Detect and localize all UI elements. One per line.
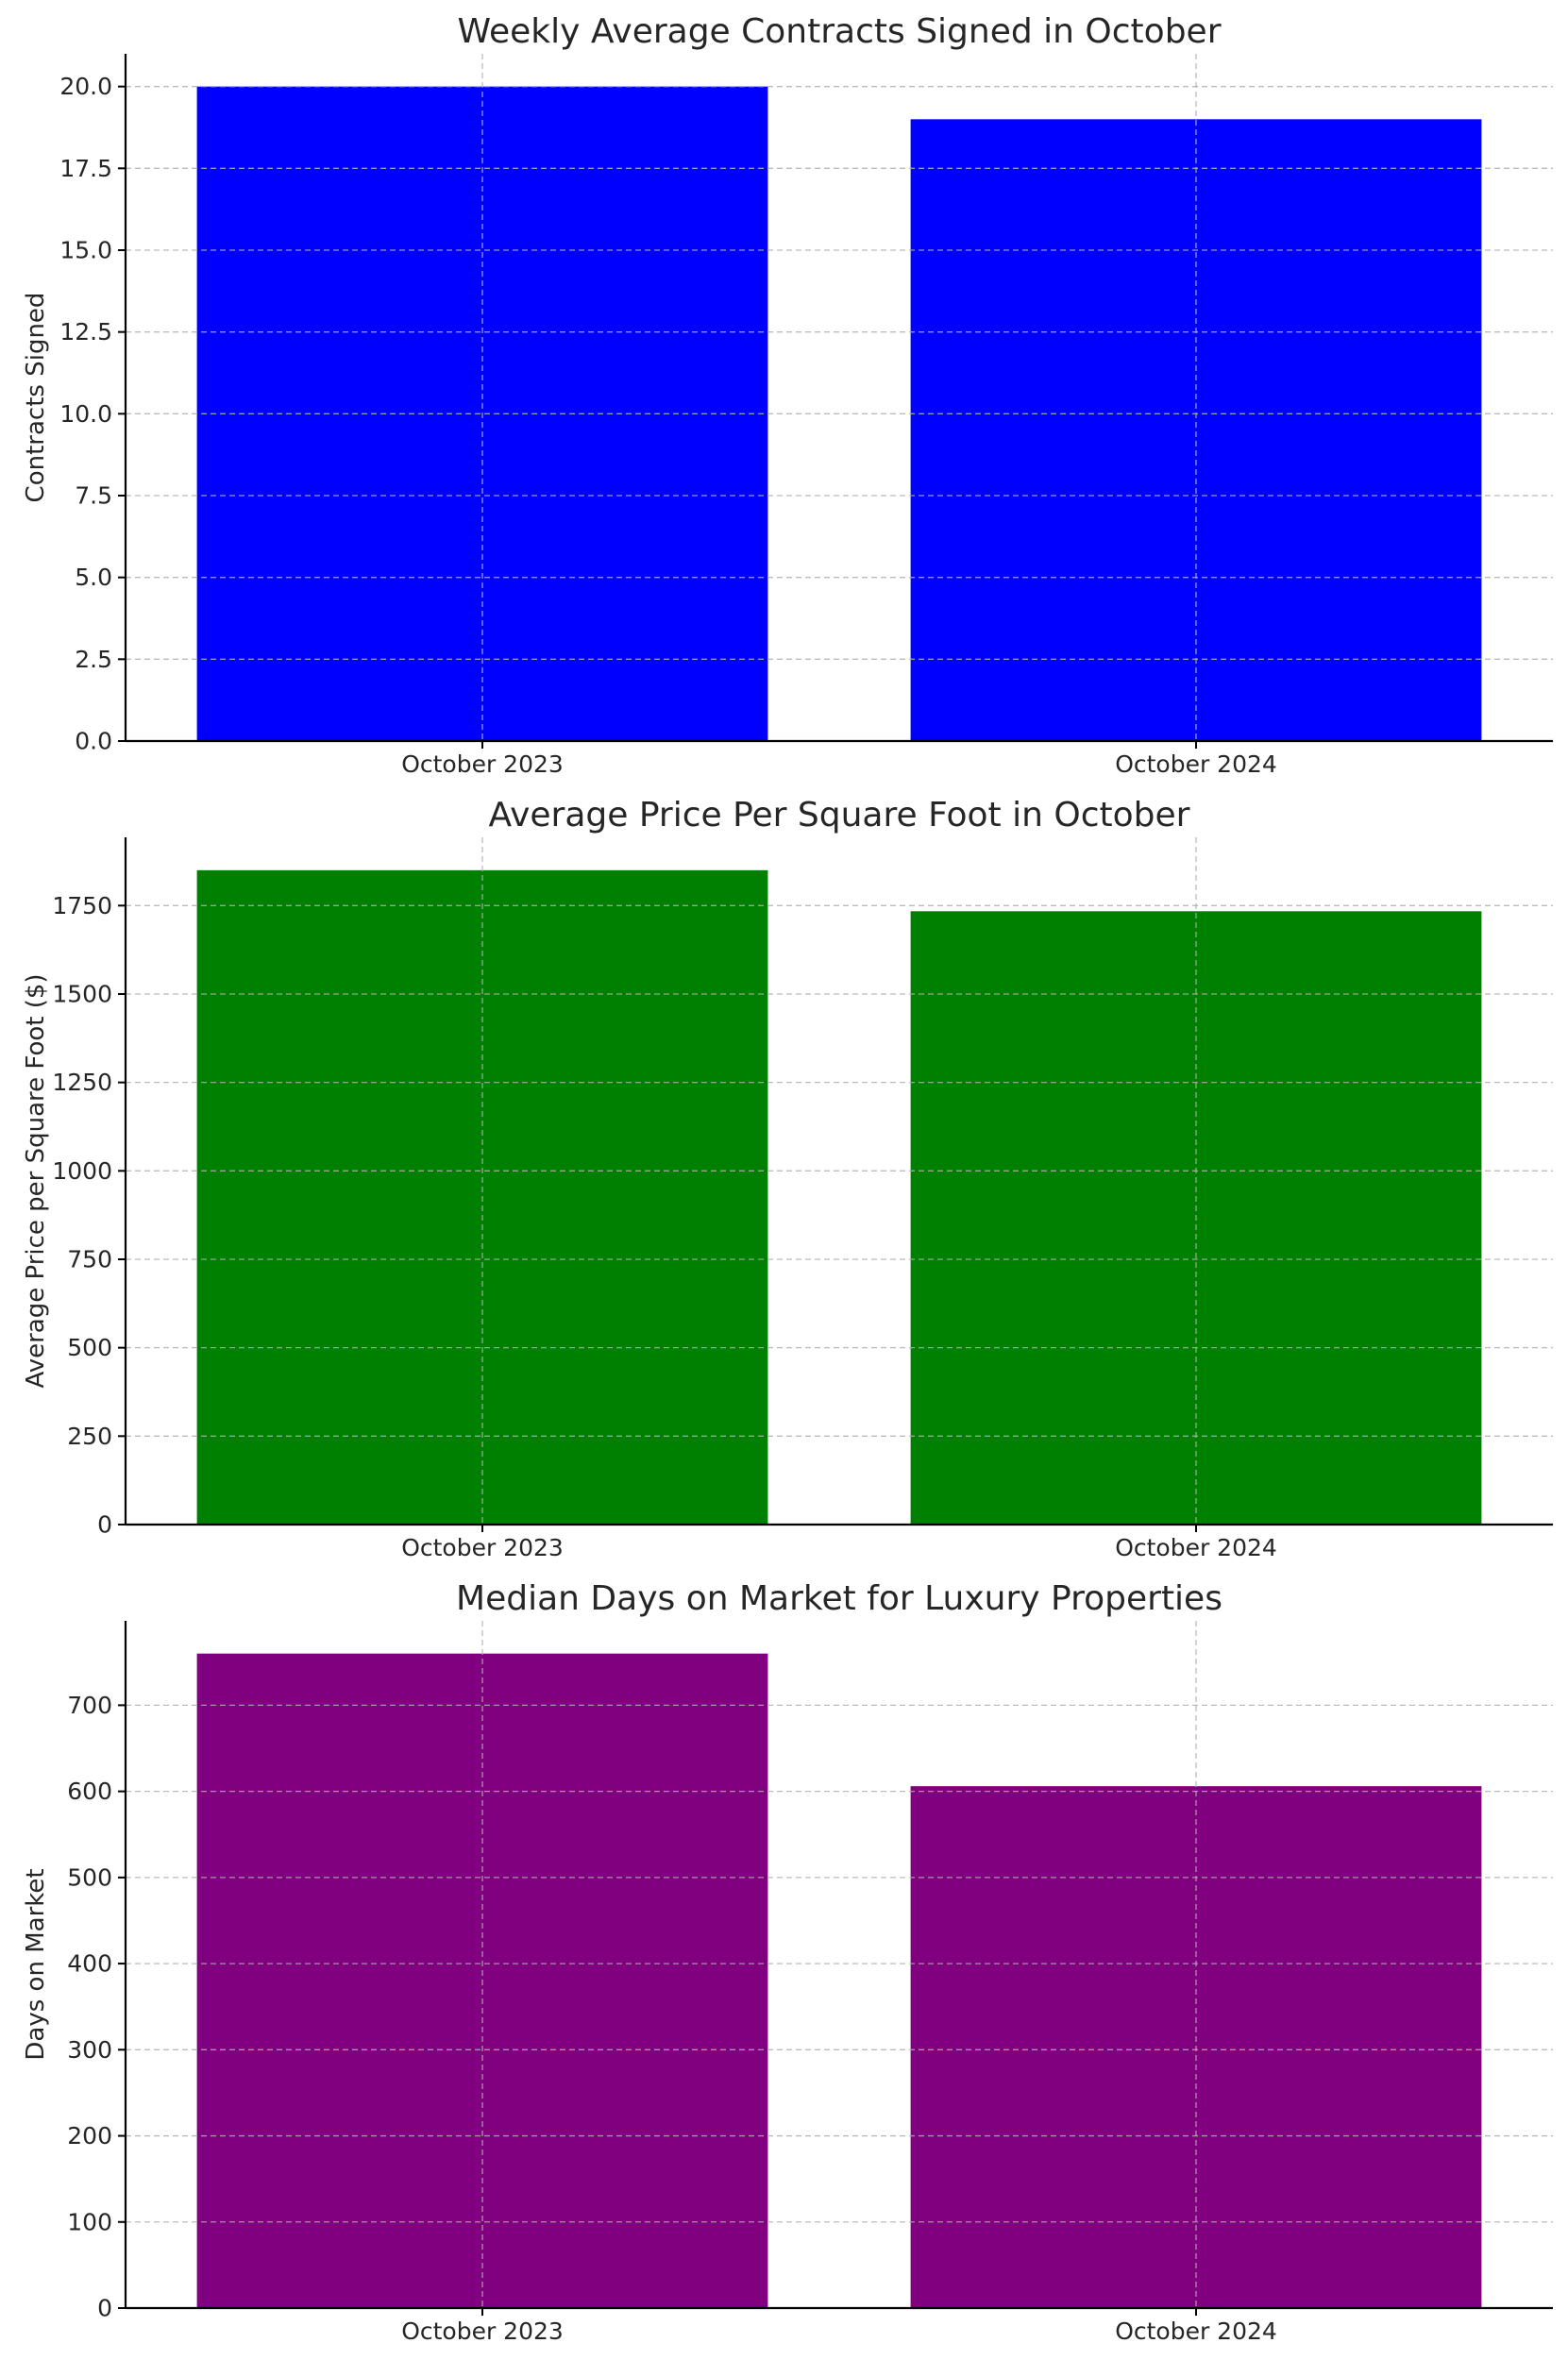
y-tick-label: 2.5 — [75, 646, 112, 673]
y-axis-label: Average Price per Square Foot ($) — [22, 973, 50, 1388]
y-tick-label: 400 — [67, 1950, 112, 1978]
x-tick-label: October 2024 — [1115, 750, 1277, 778]
y-axis-label: Days on Market — [22, 1868, 50, 2060]
y-tick-label: 1750 — [52, 892, 112, 919]
y-tick-label: 250 — [67, 1423, 112, 1450]
y-axis-label: Contracts Signed — [22, 293, 50, 503]
y-tick-label: 600 — [67, 1778, 112, 1805]
y-tick-label: 20.0 — [59, 73, 112, 100]
y-tick-label: 1500 — [52, 980, 112, 1007]
y-tick-label: 5.0 — [75, 564, 112, 591]
bar-october-2024 — [910, 119, 1482, 742]
x-tick-label: October 2024 — [1115, 2318, 1277, 2345]
y-tick-label: 100 — [67, 2208, 112, 2235]
y-tick-label: 1250 — [52, 1069, 112, 1096]
y-tick-label: 0 — [97, 2295, 112, 2322]
y-tick-label: 0.0 — [75, 728, 112, 755]
chart-1: 0.0 2.5 5.0 7.5 10.0 12.5 15.0 17.5 20.0 October … — [22, 12, 1553, 778]
x-tick-label: October 2023 — [401, 1534, 564, 1561]
chart-3: 0 100 200 300 400 500 600 700 October 2023 Octobe… — [22, 1579, 1553, 2345]
chart-title: Average Price Per Square Foot in October — [489, 796, 1190, 834]
y-tick-label: 200 — [67, 2122, 112, 2149]
chart-2: 0 250 500 750 1000 1250 1500 1750 October 2023 Oc… — [22, 796, 1553, 1561]
y-tick-label: 12.5 — [59, 318, 112, 346]
y-tick-label: 0 — [97, 1511, 112, 1539]
y-tick-label: 17.5 — [59, 155, 112, 182]
chart-title: Weekly Average Contracts Signed in Octob… — [457, 12, 1221, 51]
y-tick-label: 500 — [67, 1863, 112, 1891]
y-tick-label: 700 — [67, 1692, 112, 1719]
y-tick-label: 10.0 — [59, 400, 112, 428]
x-tick-label: October 2024 — [1115, 1534, 1277, 1561]
y-tick-label: 7.5 — [75, 482, 112, 510]
y-tick-label: 15.0 — [59, 237, 112, 264]
x-tick-label: October 2023 — [401, 750, 564, 778]
chart-title: Median Days on Market for Luxury Propert… — [456, 1579, 1222, 1618]
y-tick-label: 1000 — [52, 1157, 112, 1185]
y-tick-label: 300 — [67, 2036, 112, 2064]
y-tick-label: 750 — [67, 1245, 112, 1273]
x-tick-label: October 2023 — [401, 2318, 564, 2345]
y-tick-label: 500 — [67, 1334, 112, 1361]
